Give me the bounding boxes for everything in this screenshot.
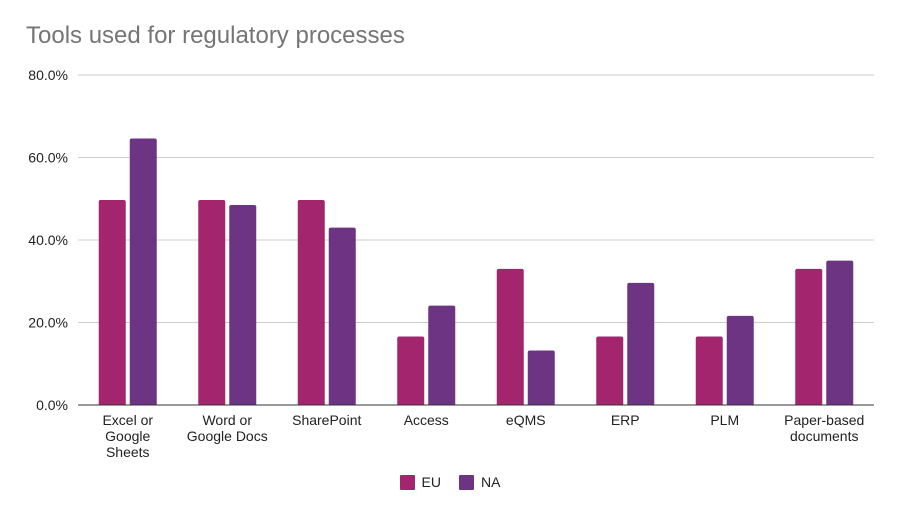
x-category-label-line: eQMS [506,412,546,428]
x-category-label: Paper-based documents [784,412,864,444]
x-category-label-line: Word or [202,412,252,428]
bar-group [496,268,555,405]
y-tick-label: 20.0% [28,315,68,331]
chart-title: Tools used for regulatory processes [26,22,405,49]
bar-na [328,227,356,405]
x-category-label-line: Google [105,428,150,444]
bar-na [826,260,854,405]
x-category-label-line: ERP [611,412,640,428]
x-category-label: eQMS [506,412,546,428]
x-category-label-line: SharePoint [292,412,361,428]
bar-na [229,204,257,405]
bar-eu [198,199,226,405]
bar-group [695,315,754,405]
legend-item-na: NA [459,474,500,490]
x-category-label-line: Access [404,412,449,428]
x-category-label: ERP [611,412,640,428]
bar-group [397,305,456,405]
legend-item-eu: EU [399,474,441,490]
y-tick-label: 0.0% [36,397,68,413]
y-tick-label: 80.0% [28,67,68,83]
bar-na [129,138,157,405]
legend-swatch [459,474,474,490]
x-category-label: Excel or Google Sheets [102,412,153,460]
bar-eu [496,268,524,405]
x-category-label: Access [404,412,449,428]
x-category-label: SharePoint [292,412,361,428]
legend-swatch [399,474,415,490]
gridlines [78,74,874,323]
bar-eu [397,336,425,405]
bar-na [726,315,754,405]
bar-group [98,138,157,405]
bar-na [527,350,555,405]
y-tick-label: 60.0% [28,150,68,166]
x-category-label-line: Paper-based [784,412,864,428]
x-category-label: Word or Google Docs [187,412,268,444]
legend-label: NA [481,474,501,490]
x-category-label-line: documents [790,428,858,444]
x-category-label-line: Google Docs [187,428,268,444]
bar-group [198,199,257,405]
x-axis-category-labels: Excel or Google Sheets Word or Google Docs Sh… [102,412,864,460]
bar-group [297,199,356,405]
x-category-label-line: Excel or [102,412,153,428]
bar-group [795,260,854,405]
bar-na [627,282,655,405]
y-tick-label: 40.0% [28,232,68,248]
legend: EU NA [0,474,900,490]
bars [98,138,854,405]
bar-eu [695,336,723,405]
bar-eu [596,336,624,405]
x-category-label-line: Sheets [106,444,150,460]
bar-eu [795,268,823,405]
x-category-label: PLM [710,412,739,428]
x-category-label-line: PLM [710,412,739,428]
y-axis-tick-labels: 0.0% 20.0% 40.0% 60.0% 80.0% [28,67,68,413]
bar-eu [98,199,126,405]
bar-eu [297,199,325,405]
legend-label: EU [421,474,441,490]
bar-na [428,305,456,405]
bar-group [596,282,655,405]
